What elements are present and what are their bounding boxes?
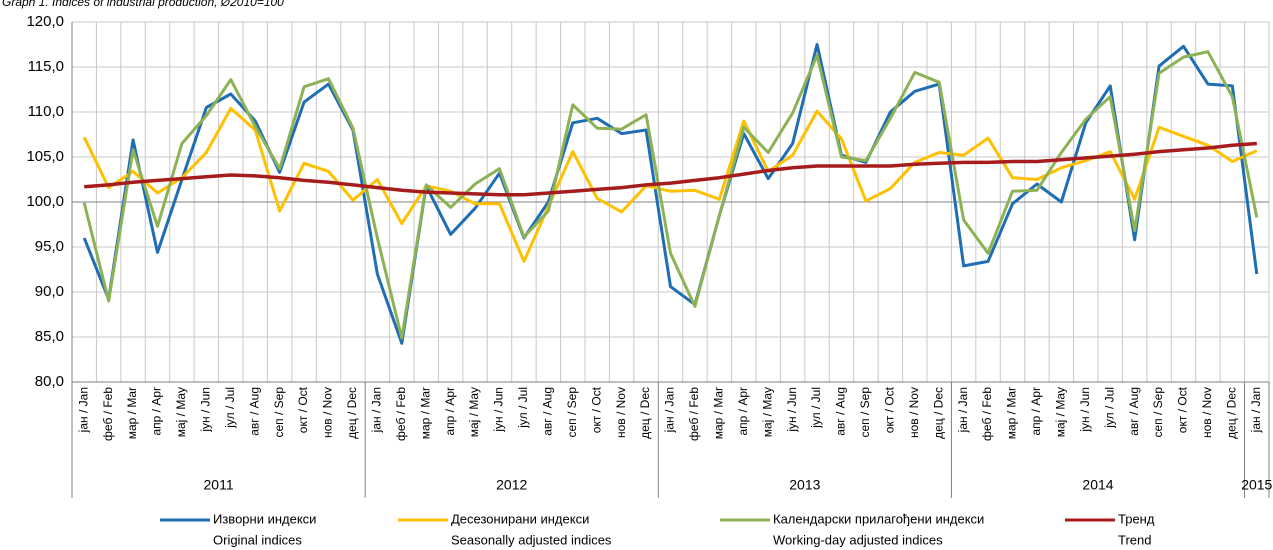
x-tick-label: мај / May (1054, 387, 1068, 437)
legend-label-en: Trend (1118, 532, 1151, 547)
y-tick-label: 105,0 (26, 148, 64, 165)
series-line (84, 141, 1257, 197)
x-tick-label: јун / Jun (785, 387, 799, 433)
x-tick-label: јул / Jul (516, 387, 530, 429)
x-tick-label: јан / Jan (370, 387, 384, 433)
x-tick-label: апр / Apr (150, 387, 164, 436)
x-tick-label: дец / Dec (638, 387, 652, 439)
group-label: 2015 (1241, 477, 1272, 493)
x-tick-label: мар / Mar (418, 387, 432, 439)
x-tick-label: феб / Feb (980, 387, 994, 441)
x-tick-label: нов / Nov (1200, 387, 1214, 438)
series-line (82, 106, 1258, 263)
x-tick-label: окт / Oct (589, 386, 603, 433)
x-tick-label: окт / Oct (883, 386, 897, 433)
chart-title: Graph 1. Indices of industrial productio… (2, 0, 284, 9)
x-tick-label: феб / Feb (101, 387, 115, 441)
y-tick-label: 80,0 (35, 373, 64, 390)
x-tick-label: сеп / Sep (1151, 387, 1165, 438)
legend-label: Календарски прилагођени индекси (773, 511, 984, 526)
x-tick-label: нов / Nov (321, 387, 335, 438)
y-tick-label: 115,0 (28, 58, 64, 75)
x-tick-label: окт / Oct (1176, 386, 1190, 433)
group-label: 2013 (789, 477, 820, 493)
x-tick-label: јан / Jan (956, 387, 970, 433)
x-tick-label: сеп / Sep (858, 387, 872, 438)
group-label: 2014 (1082, 477, 1113, 493)
x-tick-label: нов / Nov (614, 387, 628, 438)
x-tick-label: мај / May (760, 387, 774, 437)
y-tick-label: 95,0 (35, 238, 64, 255)
x-tick-label: нов / Nov (907, 387, 921, 438)
x-tick-label: окт / Oct (296, 386, 310, 433)
x-tick-label: мар / Mar (125, 387, 139, 439)
x-tick-label: мај / May (174, 387, 188, 437)
x-tick-label: авг / Aug (541, 387, 555, 436)
y-tick-label: 120,0 (26, 13, 64, 30)
x-tick-label: јан / Jan (663, 387, 677, 433)
x-tick-label: јул / Jul (1102, 387, 1116, 429)
x-tick-label: јун / Jun (492, 387, 506, 433)
x-tick-label: јан / Jan (1249, 387, 1263, 433)
x-tick-label: мар / Mar (712, 387, 726, 439)
legend-label: Тренд (1118, 511, 1155, 526)
y-tick-label: 85,0 (35, 328, 64, 345)
x-tick-label: дец / Dec (345, 387, 359, 439)
y-tick-label: 90,0 (35, 283, 64, 300)
x-tick-label: сеп / Sep (565, 387, 579, 438)
x-tick-label: авг / Aug (1127, 387, 1141, 436)
group-label: 2012 (496, 477, 527, 493)
x-tick-label: феб / Feb (394, 387, 408, 441)
x-tick-label: јул / Jul (809, 387, 823, 429)
y-tick-label: 110,0 (28, 103, 64, 120)
series-line (82, 43, 1259, 345)
x-tick-label: јун / Jun (1078, 387, 1092, 433)
x-tick-label: јан / Jan (76, 387, 90, 433)
x-tick-label: јун / Jun (199, 387, 213, 433)
legend-label: Изворни индекси (213, 511, 316, 526)
x-tick-label: дец / Dec (931, 387, 945, 439)
x-tick-label: сеп / Sep (272, 387, 286, 438)
legend-label-en: Seasonally adjusted indices (451, 532, 612, 547)
legend-label: Десезонирани индекси (451, 511, 589, 526)
x-tick-label: авг / Aug (834, 387, 848, 436)
x-tick-label: апр / Apr (736, 387, 750, 436)
x-tick-label: авг / Aug (247, 387, 261, 436)
x-tick-label: мај / May (467, 387, 481, 437)
legend-label-en: Original indices (213, 532, 302, 547)
x-tick-label: феб / Feb (687, 387, 701, 441)
x-tick-label: јул / Jul (223, 387, 237, 429)
x-tick-label: мар / Mar (1005, 387, 1019, 439)
series-line (82, 50, 1259, 340)
legend-label-en: Working-day adjusted indices (773, 532, 943, 547)
group-label: 2011 (204, 477, 234, 493)
y-tick-label: 100,0 (26, 193, 64, 210)
x-tick-label: апр / Apr (1029, 387, 1043, 436)
x-tick-label: апр / Apr (443, 387, 457, 436)
x-tick-label: дец / Dec (1225, 387, 1239, 439)
